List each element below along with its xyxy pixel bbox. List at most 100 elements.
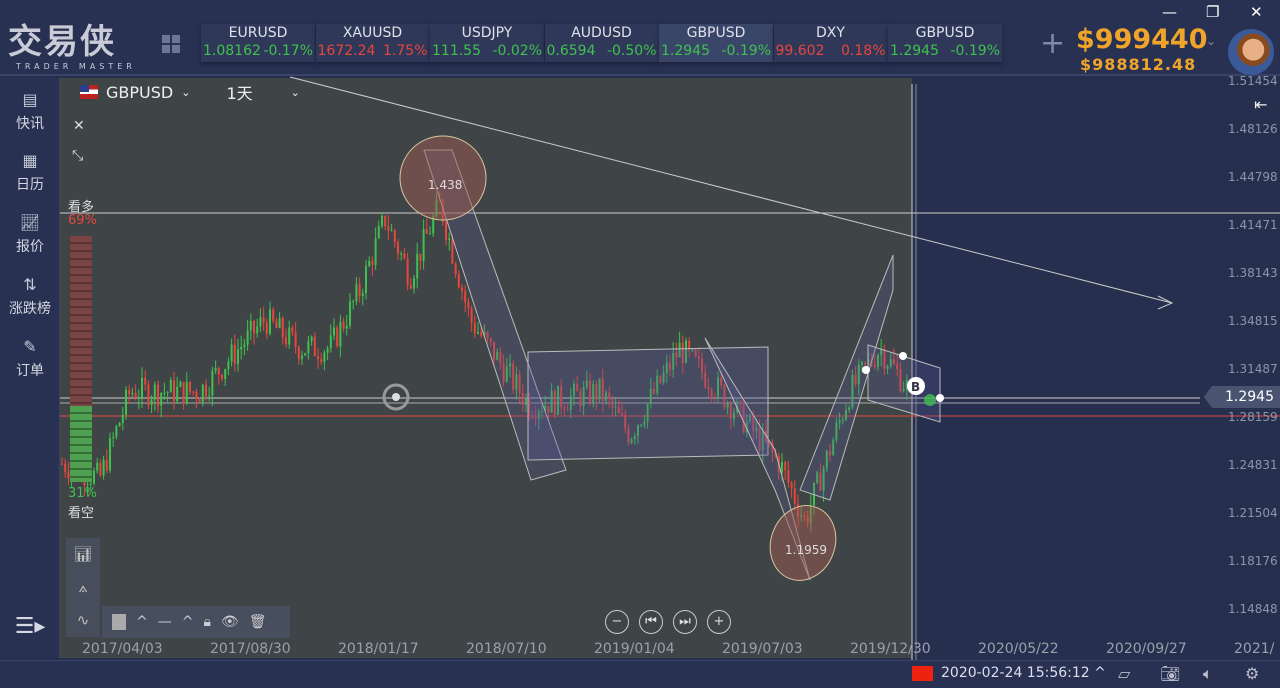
- candle-body: [345, 325, 348, 329]
- candle-body: [230, 344, 233, 362]
- candle-body: [768, 441, 771, 444]
- zoom-out-button[interactable]: −: [605, 610, 629, 634]
- sidebar: ▤ 快讯 ▦ 日历 📈︎ 报价 ⇅ 涨跌榜 ✎ 订单 ☰▸: [0, 78, 60, 658]
- china-flag-icon[interactable]: [912, 666, 933, 681]
- sidebar-item-movers[interactable]: ⇅ 涨跌榜: [0, 275, 60, 318]
- candle-body: [611, 398, 614, 408]
- candle-body: [774, 452, 777, 457]
- close-icon[interactable]: ✕: [1250, 3, 1263, 21]
- candle-body: [541, 410, 543, 412]
- candle-body: [486, 332, 489, 339]
- logo: 交易侠: [8, 22, 116, 62]
- eye-icon[interactable]: 👁︎: [220, 614, 239, 630]
- zoom-in-button[interactable]: +: [707, 610, 731, 634]
- color-swatch[interactable]: [112, 614, 126, 630]
- add-ticker-button[interactable]: +: [1040, 26, 1066, 61]
- candle-body: [771, 443, 774, 453]
- ticker-audusd[interactable]: AUDUSD 0.6594 -0.50%: [544, 24, 659, 62]
- ticker-usdjpy[interactable]: USDJPY 111.55 -0.02%: [430, 24, 544, 62]
- candle-body: [253, 320, 255, 334]
- candle-body: [739, 401, 742, 403]
- candle-body: [483, 332, 486, 336]
- candle-body: [349, 301, 351, 326]
- candle-body: [589, 380, 591, 403]
- candle-body: [528, 397, 531, 417]
- candle-body: [745, 421, 748, 433]
- date-axis-label: 2018/01/17: [338, 641, 419, 657]
- candle-body: [621, 413, 623, 415]
- jump-end-button[interactable]: ⏭︎: [673, 610, 697, 634]
- candle-body: [313, 336, 316, 357]
- candle-body: [403, 253, 406, 259]
- sidebar-item-quotes[interactable]: 📈︎ 报价: [0, 213, 60, 256]
- news-icon: ▤: [22, 90, 38, 109]
- candle-body: [614, 406, 617, 408]
- timeframe-selector[interactable]: 1天: [226, 84, 253, 103]
- settings-icon[interactable]: ⚙: [1245, 664, 1260, 683]
- candle-body: [288, 327, 291, 345]
- ticker-price: 1.2945: [890, 43, 939, 59]
- candle-body: [646, 403, 649, 422]
- sound-icon[interactable]: 🔈︎: [1203, 664, 1213, 683]
- ticker-eurusd[interactable]: EURUSD 1.08162 -0.17%: [201, 24, 315, 62]
- candle-body: [672, 352, 675, 370]
- candle-body: [416, 253, 419, 279]
- candle-body: [877, 355, 879, 368]
- candle-body: [272, 309, 275, 321]
- bull-label: 看多: [68, 200, 95, 215]
- candle-body: [569, 395, 572, 410]
- ticker-gbpusd[interactable]: GBPUSD 1.2945 -0.19%: [659, 24, 773, 62]
- lock-icon[interactable]: 🔒︎: [203, 614, 211, 630]
- clock[interactable]: 2020-02-24 15:56:12 ^: [941, 665, 1106, 681]
- candle-body: [249, 320, 252, 331]
- candle-body: [473, 322, 476, 334]
- candle-body: [301, 355, 303, 360]
- candle-body: [579, 391, 582, 407]
- ticker-gbpusd[interactable]: GBPUSD 1.2945 -0.19%: [888, 24, 1002, 62]
- candle-body: [509, 363, 511, 367]
- symbol-selector[interactable]: GBPUSD ⌄ 1天 ⌄: [80, 80, 300, 104]
- window-icon[interactable]: ▱: [1118, 664, 1131, 683]
- minimize-icon[interactable]: —: [1162, 3, 1177, 21]
- candle-body: [285, 337, 287, 345]
- jump-start-button[interactable]: ⏮︎: [639, 610, 663, 634]
- collapse-icon[interactable]: ⤡: [72, 148, 84, 164]
- candle-body: [643, 421, 646, 425]
- drawing-compass-icon[interactable]: ⟑: [78, 578, 88, 596]
- pulse-icon[interactable]: ∿: [76, 611, 90, 629]
- chevron-down-icon[interactable]: ⌄: [290, 85, 300, 99]
- chevron-down-icon[interactable]: ⌄: [1206, 34, 1217, 48]
- candle-body: [841, 419, 844, 421]
- candle-body: [221, 374, 223, 380]
- candle-body: [710, 389, 713, 397]
- candle-body: [429, 233, 431, 235]
- line-style-icon[interactable]: —: [157, 614, 172, 630]
- indicator-icon[interactable]: 📊︎: [73, 545, 93, 563]
- candle-body: [157, 384, 159, 406]
- uk-us-flag-icon: [80, 85, 98, 99]
- candle-body: [848, 407, 851, 411]
- layout-toggle-icon[interactable]: ⇤: [1254, 95, 1268, 114]
- ticker-dxy[interactable]: DXY 99.602 0.18%: [773, 24, 888, 62]
- ticker-xauusd[interactable]: XAUUSD 1672.24 1.75%: [315, 24, 430, 62]
- candle-body: [176, 386, 179, 402]
- sidebar-item-calendar[interactable]: ▦ 日历: [0, 151, 60, 194]
- chevron-up-icon[interactable]: ^: [181, 614, 194, 630]
- sidebar-item-orders[interactable]: ✎ 订单: [0, 337, 60, 380]
- chevron-up-icon[interactable]: ^: [136, 614, 148, 630]
- candle-body: [537, 411, 540, 420]
- camera-icon[interactable]: 📷︎: [1160, 664, 1181, 683]
- date-axis-label: 2020/09/27: [1106, 641, 1187, 657]
- trash-icon[interactable]: 🗑︎: [248, 614, 267, 630]
- avatar[interactable]: [1228, 29, 1274, 75]
- candle-body: [889, 359, 892, 367]
- candle-body: [656, 375, 659, 394]
- close-icon[interactable]: ✕: [73, 118, 85, 134]
- sidebar-item-news[interactable]: ▤ 快讯: [0, 90, 60, 133]
- price-axis-label: 1.28159: [1228, 410, 1278, 424]
- grid-menu-icon[interactable]: [162, 35, 180, 53]
- restore-icon[interactable]: ❐: [1206, 3, 1220, 21]
- menu-expand-icon[interactable]: ☰▸: [14, 614, 46, 639]
- candle-body: [393, 230, 396, 243]
